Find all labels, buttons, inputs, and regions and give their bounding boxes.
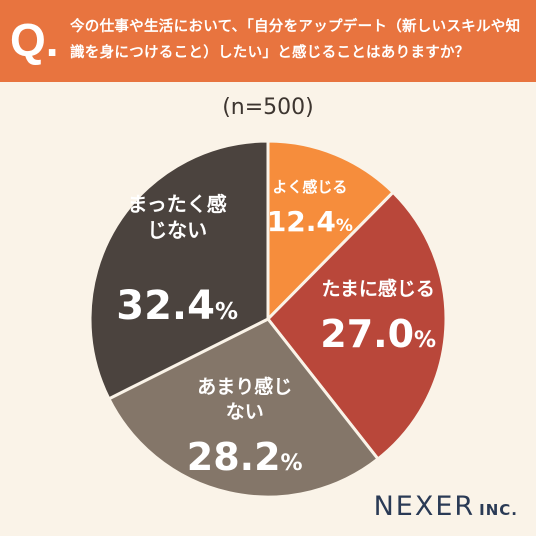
pie-slice-2 (266, 190, 448, 462)
logo-main: NEXER (373, 491, 476, 522)
slice-value-label-3: 28.2% (187, 435, 303, 479)
slice-category-label-3: あまり感じない (197, 375, 292, 423)
slice-value-label-4: 32.4% (116, 283, 238, 329)
sample-size-label: (n=500) (222, 95, 314, 120)
pie-slice-1 (266, 139, 396, 323)
nexer-logo: NEXER INC. (374, 491, 518, 522)
slice-category-label-2: たまに感じる (321, 277, 434, 300)
question-banner: Q. 今の仕事や生活において、「自分をアップデート（新しいスキルや知識を身につけ… (0, 0, 536, 82)
slice-value-label-1: 12.4% (267, 205, 353, 238)
question-mark: Q. (10, 14, 59, 66)
pie-slice-3 (106, 317, 381, 499)
question-text: 今の仕事や生活において、「自分をアップデート（新しいスキルや知識を身につけること… (70, 19, 521, 61)
slice-category-label-4: まったく感じない (128, 192, 227, 242)
pie-slice-4 (88, 139, 270, 401)
slice-category-label-1: よく感じる (272, 178, 347, 196)
slice-value-label-2: 27.0% (320, 312, 436, 356)
logo-suffix: INC. (479, 501, 518, 519)
